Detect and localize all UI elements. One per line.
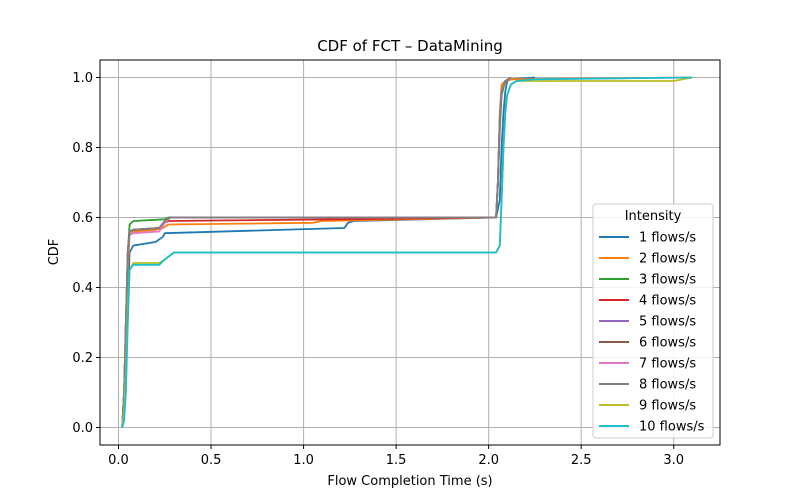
legend-entry: 7 flows/s	[639, 357, 696, 372]
x-tick-label: 2.0	[478, 453, 499, 468]
legend-title: Intensity	[625, 209, 682, 224]
y-tick-label: 0.4	[72, 281, 93, 296]
x-tick-label: 3.0	[663, 453, 684, 468]
legend-items: 1 flows/s 2 flows/s 3 flows/s 4 flows/s 5 fl…	[599, 231, 705, 435]
legend-entry: 5 flows/s	[639, 315, 696, 330]
series-line	[121, 76, 512, 428]
legend-entry: 9 flows/s	[639, 399, 696, 414]
x-tick-label: 0.0	[108, 453, 129, 468]
y-tick-label: 0.0	[72, 421, 93, 436]
legend-entry: 6 flows/s	[639, 336, 696, 351]
x-tick-label: 1.5	[386, 453, 407, 468]
x-axis: 0.0 0.5 1.0 1.5 2.0 2.5 3.0	[108, 445, 684, 468]
y-axis-label: CDF	[47, 239, 62, 266]
series-line	[121, 76, 693, 428]
legend-entry: 3 flows/s	[639, 273, 696, 288]
legend: Intensity 1 flows/s 2 flows/s 3 flows/s 4 f…	[592, 203, 714, 439]
y-axis: 0.0 0.2 0.4 0.6 0.8 1.0	[72, 71, 100, 436]
y-tick-label: 0.2	[72, 351, 93, 366]
legend-entry: 1 flows/s	[639, 231, 696, 246]
y-tick-label: 1.0	[72, 71, 93, 86]
legend-entry: 2 flows/s	[639, 252, 696, 267]
x-tick-label: 2.5	[571, 453, 592, 468]
x-tick-label: 0.5	[201, 453, 222, 468]
legend-entry: 8 flows/s	[639, 378, 696, 393]
x-axis-label: Flow Completion Time (s)	[327, 474, 492, 489]
legend-entry: 4 flows/s	[639, 294, 696, 309]
x-tick-label: 1.0	[293, 453, 314, 468]
plot-frame	[99, 59, 721, 446]
legend-box	[592, 203, 714, 439]
legend-entry: 10 flows/s	[639, 420, 705, 435]
chart-title: CDF of FCT – DataMining	[317, 37, 503, 55]
y-tick-label: 0.8	[72, 141, 93, 156]
y-tick-label: 0.6	[72, 211, 93, 226]
plot-lines	[121, 76, 693, 428]
